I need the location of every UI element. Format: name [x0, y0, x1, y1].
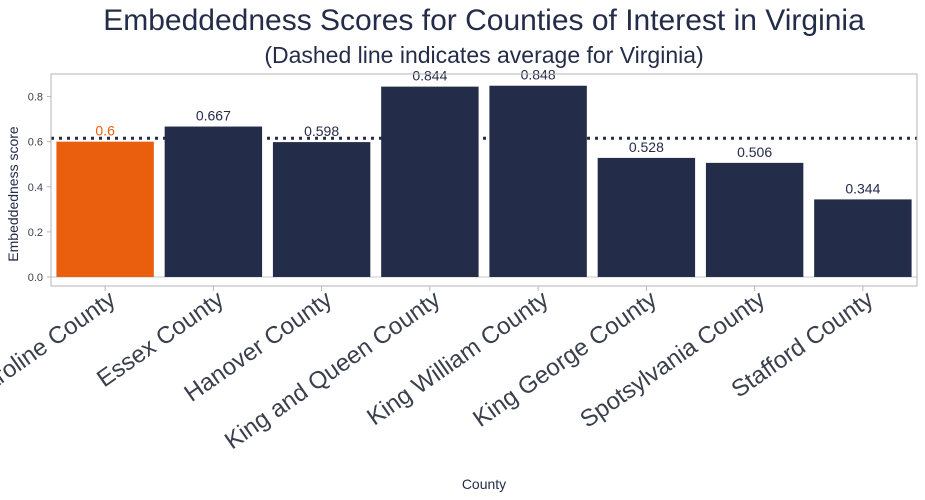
y-tick-label: 0.8	[28, 92, 43, 104]
y-tick-label: 0.2	[28, 227, 43, 239]
plot-panel: 0.6 0.667 0.598 0.844 0.848 0.528 0.506 0.344	[50, 67, 918, 287]
value-label: 0.506	[737, 144, 772, 160]
value-label: 0.667	[196, 108, 231, 124]
bar-stafford-county	[814, 199, 912, 277]
y-tick-label: 0.4	[28, 182, 43, 194]
x-tick-label: King and Queen County	[220, 286, 445, 455]
bar-caroline-county	[56, 141, 154, 277]
bar-spotsylvania-county	[705, 162, 804, 277]
bar-king-george-county	[597, 157, 696, 277]
y-axis: 0.0 0.2 0.4 0.6 0.8	[28, 92, 51, 284]
value-label: 0.848	[521, 67, 556, 83]
bars	[51, 85, 917, 278]
value-labels: 0.6 0.667 0.598 0.844 0.848 0.528 0.506 0.344	[95, 67, 880, 197]
bar-essex-county	[164, 126, 263, 277]
value-label: 0.844	[412, 68, 447, 84]
x-tick-label: Spotsylvania County	[575, 286, 770, 434]
bar-king-william-county	[489, 85, 587, 277]
bar-king-and-queen-county	[381, 86, 479, 277]
x-tick-label: King William County	[362, 286, 553, 431]
x-tick-label: Caroline County	[0, 286, 121, 407]
chart-title: Embeddedness Scores for Counties of Inte…	[103, 4, 865, 37]
value-label: 0.598	[304, 123, 339, 139]
x-axis-label: County	[462, 476, 506, 492]
y-tick-label: 0.6	[28, 137, 43, 149]
plot-border	[50, 73, 918, 287]
y-tick-label: 0.0	[28, 272, 43, 284]
value-label: 0.528	[629, 139, 664, 155]
value-label: 0.6	[95, 123, 115, 139]
value-label: 0.344	[845, 180, 880, 196]
x-tick-label: King George County	[468, 286, 662, 433]
bar-hanover-county	[272, 142, 371, 277]
chart-subtitle: (Dashed line indicates average for Virgi…	[264, 42, 703, 68]
y-axis-label: Embeddedness score	[5, 126, 21, 262]
